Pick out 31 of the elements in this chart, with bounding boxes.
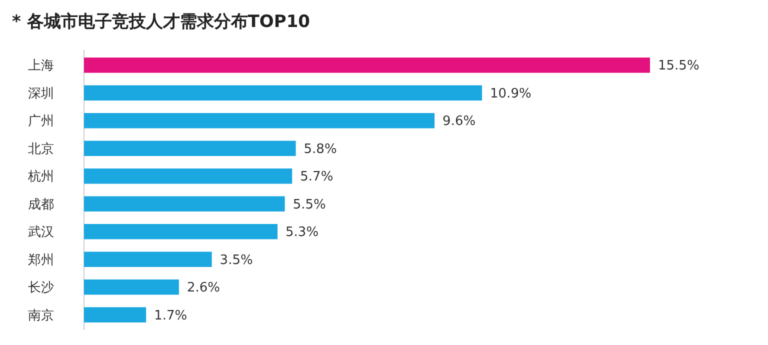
bar xyxy=(84,224,278,240)
data-label: 2.6% xyxy=(186,280,220,296)
data-label: 5.7% xyxy=(300,170,334,185)
y-tick-label: 南京 xyxy=(28,308,54,324)
bar xyxy=(84,140,296,156)
bar xyxy=(84,307,146,322)
bar xyxy=(84,168,292,184)
bar xyxy=(84,85,482,101)
data-label: 5.8% xyxy=(304,142,337,157)
y-tick-label: 武汉 xyxy=(28,225,54,240)
y-tick-label: 北京 xyxy=(28,142,54,157)
data-label: 15.5% xyxy=(658,58,700,74)
bar xyxy=(84,252,212,267)
data-label: 3.5% xyxy=(220,252,253,268)
data-label: 5.5% xyxy=(292,197,326,212)
y-tick-label: 郑州 xyxy=(28,252,54,268)
data-label: 10.9% xyxy=(490,86,532,102)
y-tick-label: 长沙 xyxy=(28,280,54,296)
bar xyxy=(84,113,435,128)
bar xyxy=(84,279,179,295)
data-label: 9.6% xyxy=(442,114,476,130)
data-label: 1.7% xyxy=(154,308,188,324)
bar xyxy=(84,196,285,212)
chart-title: * 各城市电子竞技人才需求分布TOP10 xyxy=(12,12,310,32)
bar xyxy=(84,58,650,73)
y-tick-label: 深圳 xyxy=(28,86,54,102)
y-tick-label: 广州 xyxy=(28,114,54,130)
y-tick-label: 成都 xyxy=(28,197,54,212)
y-tick-label: 杭州 xyxy=(27,170,54,185)
data-label: 5.3% xyxy=(286,225,319,240)
y-tick-label: 上海 xyxy=(28,58,54,74)
